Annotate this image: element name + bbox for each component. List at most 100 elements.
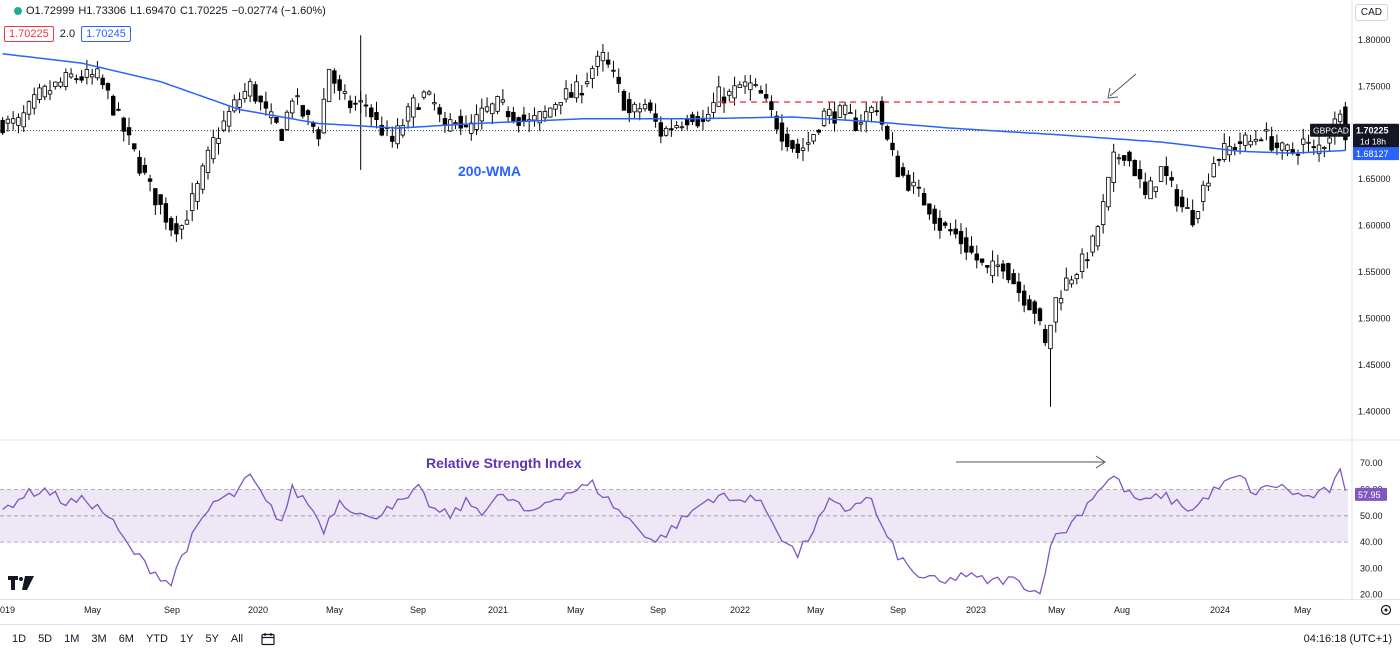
- candle-up: [1337, 113, 1343, 123]
- timeframe-5d-button[interactable]: 5D: [38, 633, 53, 645]
- timeframe-3m-button[interactable]: 3M: [91, 633, 107, 645]
- candle-down: [1037, 308, 1043, 322]
- candle-down: [1343, 106, 1348, 141]
- candle-down: [126, 127, 132, 136]
- gear-icon[interactable]: [1380, 604, 1392, 616]
- candle-down: [1295, 153, 1301, 156]
- candle-up: [1243, 134, 1248, 146]
- candle-down: [648, 102, 653, 111]
- candle-up: [58, 81, 63, 87]
- candle-down: [1000, 263, 1006, 272]
- candle-down: [1006, 263, 1011, 281]
- candle-up: [632, 103, 637, 113]
- candle-up: [411, 97, 416, 118]
- candle-down: [879, 100, 885, 125]
- time-axis-divider: [0, 599, 1400, 600]
- rsi-value-badge-bg: [1355, 487, 1387, 501]
- candle-up: [574, 81, 579, 99]
- candle-up: [405, 106, 411, 122]
- low-value: L1.69470: [130, 5, 176, 17]
- candle-up: [600, 52, 606, 62]
- candle-down: [74, 78, 79, 81]
- calendar-range-icon[interactable]: [261, 632, 275, 646]
- candle-up: [5, 118, 11, 124]
- candle-down: [463, 125, 469, 128]
- candle-down: [153, 188, 158, 206]
- currency-button[interactable]: CAD: [1354, 4, 1388, 21]
- candle-up: [1316, 144, 1322, 155]
- symbol-tag: GBPCAD: [1313, 126, 1349, 136]
- candle-down: [374, 112, 379, 120]
- candle-down: [906, 174, 911, 191]
- candle-down: [1237, 141, 1243, 144]
- candle-up: [1079, 253, 1085, 272]
- candle-up: [395, 125, 400, 145]
- candle-up: [748, 82, 753, 91]
- time-axis-tick-label: Sep: [650, 605, 666, 615]
- candle-down: [274, 117, 279, 123]
- candle-up: [990, 260, 995, 277]
- candle-down: [132, 143, 137, 150]
- timeframe-1d-button[interactable]: 1D: [12, 633, 27, 645]
- candle-down: [763, 94, 769, 99]
- candle-up: [237, 99, 242, 108]
- time-axis-tick-label: 2021: [488, 605, 508, 615]
- candle-down: [684, 118, 690, 126]
- candle-up: [426, 91, 432, 95]
- candle-up: [432, 102, 437, 105]
- time-axis-tick-label: 2020: [248, 605, 268, 615]
- candle-down: [579, 92, 585, 96]
- candle-up: [10, 118, 16, 124]
- candle-down: [669, 128, 674, 131]
- candle-down: [758, 90, 764, 94]
- candle-up: [53, 81, 58, 87]
- timeframe-all-button[interactable]: All: [230, 633, 244, 645]
- candle-down: [916, 186, 922, 189]
- candle-up: [211, 137, 216, 160]
- indicator-value-chip[interactable]: 1.70225: [4, 26, 54, 42]
- indicator-value-chip-secondary[interactable]: 1.70245: [81, 26, 131, 42]
- candle-down: [253, 84, 258, 102]
- candle-down: [621, 91, 627, 111]
- candle-down: [611, 69, 616, 72]
- time-axis-tick-label: May: [84, 605, 102, 615]
- candle-down: [774, 115, 779, 130]
- timeframe-ytd-button[interactable]: YTD: [145, 633, 168, 645]
- candle-up: [1095, 226, 1101, 247]
- price-axis-tick-label: 1.40000: [1358, 406, 1391, 416]
- candle-down: [1269, 136, 1274, 151]
- candle-up: [63, 72, 69, 87]
- timeframe-1m-button[interactable]: 1M: [64, 633, 80, 645]
- candle-down: [1174, 189, 1180, 207]
- candle-up: [737, 84, 743, 89]
- candle-up: [1048, 324, 1053, 350]
- candle-down: [263, 101, 269, 109]
- candle-down: [953, 228, 958, 235]
- candle-down: [653, 113, 658, 122]
- candle-up: [811, 134, 816, 142]
- candle-up: [1074, 274, 1080, 280]
- rsi-arrow-head: [1095, 455, 1106, 469]
- time-axis-tick-label: Sep: [164, 605, 180, 615]
- candle-down: [332, 70, 337, 84]
- candle-down: [721, 96, 727, 104]
- candle-down: [795, 143, 800, 153]
- candle-down: [658, 122, 664, 137]
- time-axis-tick-label: May: [807, 605, 825, 615]
- timeframe-5y-button[interactable]: 5Y: [205, 633, 219, 645]
- indicator-legend[interactable]: 1.70225 2.0 1.70245: [4, 24, 137, 44]
- candle-up: [716, 86, 721, 107]
- candle-up: [484, 106, 490, 112]
- ma-value-badge-bg: [1353, 147, 1399, 161]
- timeframe-6m-button[interactable]: 6M: [118, 633, 134, 645]
- candle-down: [569, 92, 574, 98]
- timeframe-1y-button[interactable]: 1Y: [179, 633, 194, 645]
- candle-up: [663, 127, 669, 136]
- candle-up: [1279, 142, 1285, 151]
- candle-down: [937, 217, 943, 231]
- candle-up: [1100, 201, 1106, 225]
- candle-down: [442, 118, 448, 125]
- clock-display[interactable]: 04:16:18 (UTC+1): [1303, 633, 1392, 645]
- candle-up: [1248, 140, 1253, 146]
